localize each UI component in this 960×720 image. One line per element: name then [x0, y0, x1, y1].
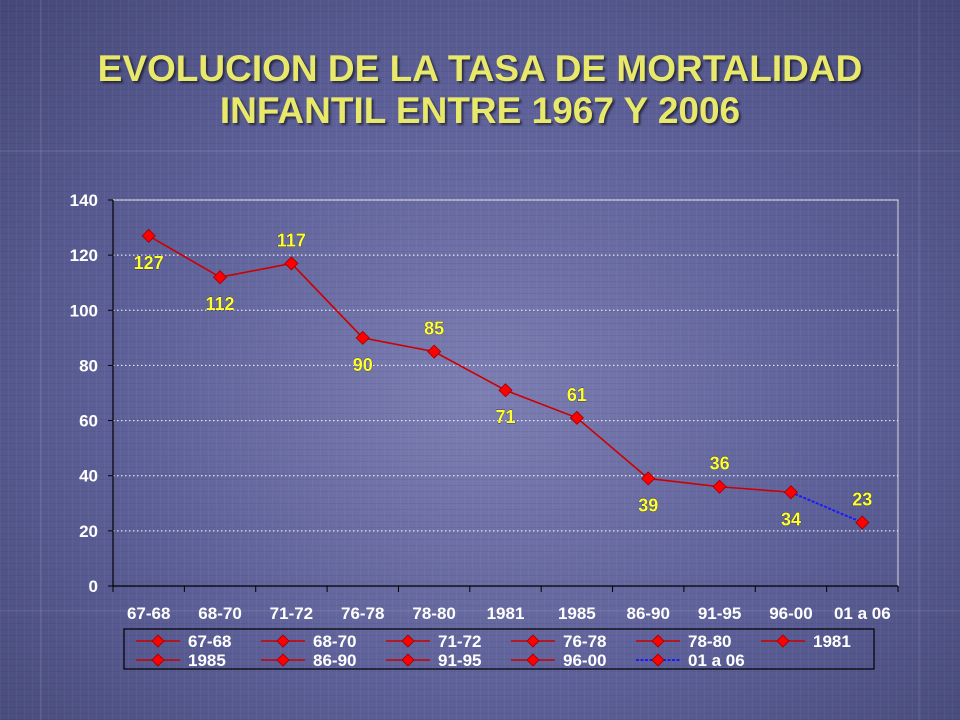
legend-box: [123, 628, 875, 670]
y-tick-label: 140: [70, 191, 98, 210]
legend-marker: [651, 653, 665, 667]
title-line-2: INFANTIL ENTRE 1967 Y 2006: [219, 90, 741, 131]
data-label: 61: [567, 385, 587, 405]
x-tick-label: 01 a 06: [834, 604, 891, 623]
y-tick-label: 100: [70, 301, 98, 320]
legend-label: 1985: [188, 651, 226, 670]
x-tick-label: 68-70: [198, 604, 241, 623]
data-point: [498, 383, 513, 398]
x-tick-label: 76-78: [341, 604, 384, 623]
title-line-1: EVOLUCION DE LA TASA DE MORTALIDAD: [97, 48, 863, 89]
y-tick-label: 80: [79, 356, 98, 375]
x-tick-label: 96-00: [769, 604, 812, 623]
data-label: 39: [638, 495, 658, 515]
x-tick-label: 78-80: [412, 604, 455, 623]
legend-marker: [651, 634, 665, 648]
data-point: [712, 479, 727, 494]
x-tick-label: 67-68: [127, 604, 170, 623]
legend-marker: [151, 634, 165, 648]
legend-label: 01 a 06: [688, 651, 745, 670]
slide-title: EVOLUCION DE LA TASA DE MORTALIDAD INFAN…: [0, 48, 960, 132]
data-label: 23: [852, 490, 872, 510]
series-line: [148, 235, 792, 494]
data-label: 71: [495, 407, 515, 427]
legend-marker: [151, 653, 165, 667]
legend: 67-68 68-70 71-72 76-78 78-80 1981 1985 86-90 91…: [123, 628, 875, 670]
legend-marker: [276, 653, 290, 667]
data-label: 90: [353, 355, 373, 375]
y-axis: 0 20 40 60 80 100 120 140: [70, 191, 114, 596]
legend-marker: [526, 634, 540, 648]
legend-label: 91-95: [438, 651, 481, 670]
y-tick-label: 20: [79, 522, 98, 541]
data-label: 34: [781, 509, 801, 529]
y-tick-label: 60: [79, 412, 98, 431]
data-point: [284, 256, 299, 271]
legend-marker: [526, 653, 540, 667]
grid-lines: [113, 199, 898, 532]
legend-label: 78-80: [688, 632, 731, 651]
x-tick-label: 91-95: [698, 604, 741, 623]
x-tick-label: 1981: [487, 604, 525, 623]
x-tick-label: 1985: [558, 604, 596, 623]
legend-marker: [276, 634, 290, 648]
data-label: 117: [277, 230, 306, 250]
legend-marker: [401, 634, 415, 648]
legend-label: 1981: [813, 632, 851, 651]
data-label: 127: [134, 253, 164, 273]
x-axis: 67-68 68-70 71-72 76-78 78-80 1981 1985 86-90 91…: [112, 585, 899, 623]
data-series: [141, 228, 870, 530]
data-point: [141, 228, 156, 243]
legend-label: 76-78: [563, 632, 606, 651]
data-label: 36: [710, 454, 730, 474]
data-label: 85: [424, 319, 444, 339]
legend-label: 96-00: [563, 651, 606, 670]
data-point: [783, 485, 799, 500]
legend-marker: [401, 653, 415, 667]
legend-label: 71-72: [438, 632, 481, 651]
y-tick-label: 40: [79, 467, 98, 486]
legend-label: 68-70: [313, 632, 356, 651]
data-point: [427, 344, 442, 359]
y-tick-label: 120: [70, 246, 98, 265]
series-line-last-segment: [790, 491, 863, 524]
legend-label: 67-68: [188, 632, 231, 651]
data-point: [569, 410, 584, 425]
data-point: [355, 330, 370, 345]
data-point: [855, 515, 870, 530]
legend-marker: [776, 634, 790, 648]
data-label: 112: [206, 294, 235, 314]
data-point: [641, 471, 656, 486]
x-tick-label: 71-72: [270, 604, 313, 623]
data-labels: 127 112 117 90 85 71 61 39 36 34 23: [133, 230, 872, 529]
data-point: [212, 270, 228, 285]
y-tick-label: 0: [89, 577, 98, 596]
legend-label: 86-90: [313, 651, 356, 670]
x-tick-label: 86-90: [626, 604, 669, 623]
